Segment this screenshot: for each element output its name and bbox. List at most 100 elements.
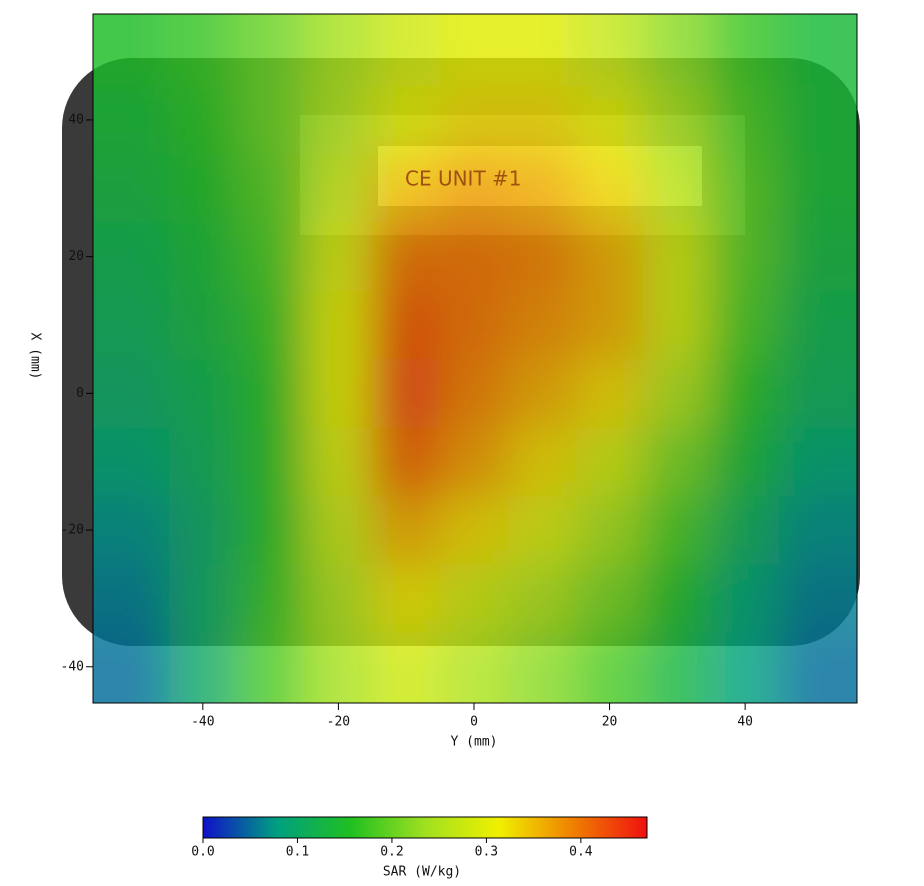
heat-cell [93, 222, 170, 292]
heat-cell [168, 14, 238, 87]
heat-cell [236, 14, 306, 87]
heat-cell [304, 14, 373, 87]
heat-cell [711, 154, 780, 223]
heat-cell [643, 632, 712, 703]
heat-cell [372, 359, 441, 429]
colorbar-tick-label: 0.1 [286, 845, 309, 860]
heat-cell [507, 85, 577, 155]
heat-cell [93, 290, 170, 360]
heat-cell [711, 632, 780, 703]
heat-cell [643, 427, 712, 497]
heat-cell [507, 290, 577, 360]
heat-cell [711, 290, 780, 360]
colorbar-label: SAR (W/kg) [383, 865, 461, 880]
heat-cell [711, 85, 780, 155]
heat-cell [575, 495, 644, 565]
x-tick-label: 40 [737, 715, 753, 730]
heat-cell [168, 85, 238, 155]
colorbar [202, 816, 648, 839]
heat-cell [711, 222, 780, 292]
heat-cell [507, 154, 577, 223]
heat-cell [643, 290, 712, 360]
heat-cell [711, 495, 780, 565]
heat-cell [168, 154, 238, 223]
heat-cell [93, 632, 170, 703]
heat-cell [440, 359, 509, 429]
y-tick-label: -20 [61, 523, 84, 538]
heatmap-cells [93, 14, 857, 703]
heat-cell [236, 154, 306, 223]
heat-cell [507, 359, 577, 429]
heat-cell [779, 154, 857, 223]
y-tick-label: 40 [68, 112, 84, 127]
heat-cell [304, 154, 373, 223]
y-axis-label: X (mm) [28, 333, 43, 380]
heat-cell [711, 427, 780, 497]
heat-cell [643, 359, 712, 429]
heat-cell [575, 564, 644, 634]
heat-cell [643, 154, 712, 223]
heat-cell [304, 359, 373, 429]
y-tick-label: 20 [68, 249, 84, 264]
heat-cell [93, 14, 170, 87]
heat-cell [93, 564, 170, 634]
x-axis-label: Y (mm) [451, 735, 498, 750]
heat-cell [779, 290, 857, 360]
heatmap [93, 14, 857, 703]
colorbar-tick-label: 0.4 [569, 845, 593, 860]
x-tick-label: 0 [470, 715, 478, 730]
y-tick-label: 0 [76, 386, 84, 401]
heat-cell [168, 495, 238, 565]
heat-cell [93, 495, 170, 565]
heat-cell [93, 427, 170, 497]
heat-cell [779, 495, 857, 565]
heat-cell [779, 14, 857, 87]
heat-cell [168, 222, 238, 292]
heat-cell [643, 495, 712, 565]
heat-cell [168, 427, 238, 497]
x-tick-label: -40 [191, 715, 214, 730]
heat-cell [236, 222, 306, 292]
heat-cell [236, 290, 306, 360]
heat-cell [507, 427, 577, 497]
heat-cell [440, 564, 509, 634]
heat-cell [440, 154, 509, 223]
heat-cell [93, 85, 170, 155]
heat-cell [93, 154, 170, 223]
heat-cell [440, 222, 509, 292]
heat-cell [575, 290, 644, 360]
heat-cell [575, 154, 644, 223]
heat-cell [304, 85, 373, 155]
heat-cell [575, 359, 644, 429]
heat-cell [643, 85, 712, 155]
heat-cell [440, 495, 509, 565]
heat-cell [643, 564, 712, 634]
heat-cell [779, 564, 857, 634]
heat-cell [711, 564, 780, 634]
heat-cell [643, 222, 712, 292]
heat-cell [236, 564, 306, 634]
heat-cell [304, 632, 373, 703]
heat-cell [575, 14, 644, 87]
colorbar-tick-label: 0.0 [191, 845, 214, 860]
heat-cell [236, 632, 306, 703]
heat-cell [372, 495, 441, 565]
heat-cell [304, 495, 373, 565]
heat-cell [643, 14, 712, 87]
heat-cell [168, 564, 238, 634]
heat-cell [507, 495, 577, 565]
heat-cell [168, 290, 238, 360]
heat-cell [236, 359, 306, 429]
heat-cell [507, 632, 577, 703]
x-tick-label: 20 [602, 715, 618, 730]
heat-cell [779, 427, 857, 497]
heat-cell [372, 14, 441, 87]
heat-cell [372, 427, 441, 497]
heat-cell [711, 359, 780, 429]
heat-cell [372, 154, 441, 223]
heat-cell [779, 632, 857, 703]
heat-cell [779, 85, 857, 155]
heat-cell [440, 427, 509, 497]
heat-cell [440, 632, 509, 703]
